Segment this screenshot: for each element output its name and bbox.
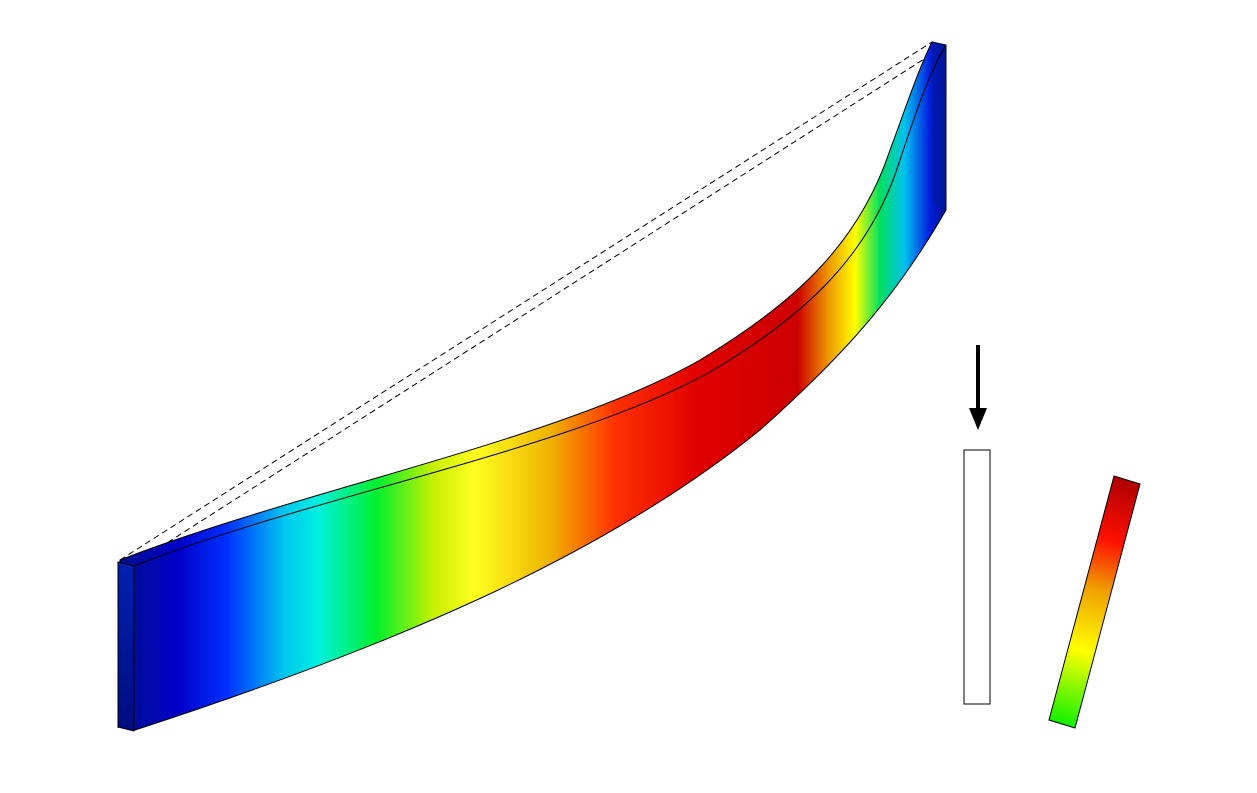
beam-edge — [133, 44, 947, 567]
beam-end-face — [117, 561, 135, 732]
deformed-cross-section — [1048, 475, 1141, 729]
load-arrow-head — [969, 408, 987, 430]
deformed-beam — [119, 41, 947, 731]
beam-end-face — [932, 42, 946, 210]
cross-section — [963, 449, 991, 705]
undeformed-edge — [119, 41, 933, 561]
undeformed-edge — [133, 44, 947, 565]
